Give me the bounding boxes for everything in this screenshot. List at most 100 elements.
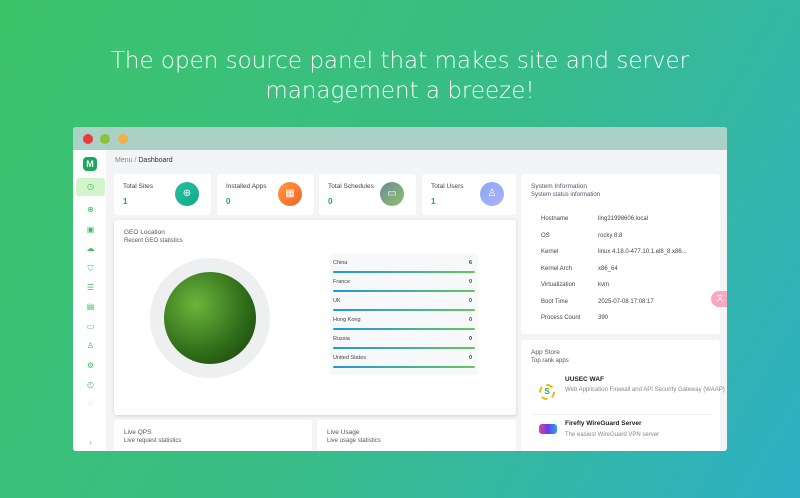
country-name: United States xyxy=(333,355,367,361)
app-name: UUSEC WAF xyxy=(565,376,604,383)
translate-icon[interactable]: 文 xyxy=(711,291,727,307)
stat-value: 1 xyxy=(431,197,436,206)
live-usage-title: Live Usage xyxy=(327,429,360,436)
cloud-icon[interactable]: ☁ xyxy=(86,244,95,254)
live-usage-subtitle: Live usage statistics xyxy=(327,438,381,444)
calendar-icon: ▭ xyxy=(380,182,404,206)
sysinfo-subtitle: System status information xyxy=(531,192,601,198)
sysinfo-value: linux 4.18.0-477.10.1.el8_8.x86... xyxy=(598,249,687,255)
sysinfo-value: rocky 8.8 xyxy=(598,232,623,239)
country-count: 0 xyxy=(468,336,472,342)
app-window: M ◷ ⊕ ▣ ☁ ⛉ ☰ ▤ ▭ ♙ ⚙ ◴ ◌ › Menu / Dashboard GEO Lo… xyxy=(73,127,727,451)
live-usage-card: Live Usage Live usage statistics xyxy=(317,420,516,451)
sysinfo-value: 390 xyxy=(598,315,609,321)
country-row: China 6 xyxy=(333,260,475,273)
country-name: France xyxy=(333,279,351,285)
country-row: United States 0 xyxy=(333,355,475,368)
shield-icon[interactable]: ⛉ xyxy=(87,263,94,273)
breadcrumb-separator: / xyxy=(134,157,137,164)
country-list: China 6 France 0 UK 0 Hong Kong 0 Russia 0 United … xyxy=(330,254,478,375)
country-bar xyxy=(333,290,475,292)
sysinfo-key: Virtualization xyxy=(541,282,576,288)
terminal-icon[interactable]: ▭ xyxy=(86,321,95,331)
sysinfo-key: Boot Time xyxy=(541,298,569,305)
app-store-card: App Store Top rank apps S UUSEC WAF Web … xyxy=(521,340,725,451)
stat-card[interactable]: Installed Apps 0 ▦ xyxy=(217,174,314,215)
breadcrumb-current: Dashboard xyxy=(138,157,173,164)
live-qps-title: Live QPS xyxy=(124,429,152,436)
country-row: France 0 xyxy=(333,279,475,292)
stat-card[interactable]: Total Sites 1 ⊕ xyxy=(114,174,211,215)
waf-logo-icon: S xyxy=(539,384,555,400)
logo: M xyxy=(83,157,97,171)
sysinfo-value: kvm xyxy=(598,282,609,288)
firefly-logo-icon xyxy=(539,424,557,434)
sysinfo-key: Kernel Arch xyxy=(541,265,573,272)
headline-line2: management a breeze! xyxy=(265,78,535,104)
live-qps-card: Live QPS Live request statistics xyxy=(114,420,312,451)
appstore-title: App Store xyxy=(531,349,560,356)
country-bar xyxy=(333,309,475,311)
country-name: UK xyxy=(333,298,341,304)
stat-label: Total Schedules xyxy=(328,183,374,190)
globe xyxy=(150,258,270,378)
country-bar xyxy=(333,366,475,368)
user-icon: ♙ xyxy=(480,182,504,206)
country-bar xyxy=(333,271,475,273)
geo-subtitle: Recent GEO statistics xyxy=(124,238,183,244)
country-row: Russia 0 xyxy=(333,336,475,349)
appstore-subtitle: Top rank apps xyxy=(531,358,569,364)
stat-card[interactable]: Total Users 1 ♙ xyxy=(422,174,516,215)
stat-value: 0 xyxy=(328,197,333,206)
stat-value: 1 xyxy=(123,197,128,206)
country-bar xyxy=(333,347,475,349)
country-count: 0 xyxy=(468,279,472,285)
stat-label: Total Sites xyxy=(123,183,153,190)
stat-card[interactable]: Total Schedules 0 ▭ xyxy=(319,174,416,215)
country-name: Hong Kong xyxy=(333,317,361,323)
live-qps-subtitle: Live request statistics xyxy=(124,438,182,444)
geo-title: GEO Location xyxy=(124,229,165,236)
sysinfo-key: Kernel xyxy=(541,249,559,255)
maximize-dot[interactable] xyxy=(118,134,128,144)
globe-icon[interactable]: ⊕ xyxy=(87,205,94,215)
country-name: China xyxy=(333,260,348,266)
file-icon[interactable]: ▤ xyxy=(86,302,95,312)
breadcrumb: Menu / Dashboard xyxy=(115,157,173,164)
country-name: Russia xyxy=(333,336,350,342)
geo-card: GEO Location Recent GEO statistics China… xyxy=(114,220,516,415)
dashboard-icon[interactable]: ◷ xyxy=(76,178,105,196)
country-count: 0 xyxy=(468,355,472,361)
user-icon[interactable]: ♙ xyxy=(86,341,95,351)
sysinfo-value: x86_64 xyxy=(598,265,618,272)
stat-label: Total Users xyxy=(431,183,464,190)
country-row: Hong Kong 0 xyxy=(333,317,475,330)
sysinfo-key: Hostname xyxy=(541,216,569,222)
apps-icon: ▦ xyxy=(278,182,302,206)
country-count: 6 xyxy=(468,260,472,266)
database-icon[interactable]: ☰ xyxy=(86,283,95,292)
divider xyxy=(533,414,712,415)
logout-icon[interactable]: ◌ xyxy=(88,399,93,409)
sysinfo-key: Process Count xyxy=(541,315,581,321)
close-dot[interactable] xyxy=(83,134,93,144)
headline-line1: The open source panel that makes site an… xyxy=(110,48,690,74)
headline: The open source panel that makes site an… xyxy=(0,46,800,106)
system-info-card: System Information System status informa… xyxy=(521,174,720,334)
title-bar xyxy=(73,127,727,150)
app-name: Firefly WireGuard Server xyxy=(565,420,642,427)
country-row: UK 0 xyxy=(333,298,475,311)
minimize-dot[interactable] xyxy=(100,134,110,144)
clock-icon[interactable]: ◴ xyxy=(87,380,94,389)
globe-icon: ⊕ xyxy=(175,182,199,206)
sysinfo-title: System Information xyxy=(531,183,587,190)
stat-label: Installed Apps xyxy=(226,183,267,190)
collapse-chevron-icon[interactable]: › xyxy=(89,438,92,447)
store-icon[interactable]: ▣ xyxy=(86,224,95,234)
gear-icon[interactable]: ⚙ xyxy=(86,360,95,370)
app-desc: The easiest WireGuard VPN server xyxy=(565,432,660,438)
country-count: 0 xyxy=(468,298,472,304)
country-bar xyxy=(333,328,475,330)
sidebar: M ◷ ⊕ ▣ ☁ ⛉ ☰ ▤ ▭ ♙ ⚙ ◴ ◌ › xyxy=(73,150,106,451)
breadcrumb-root[interactable]: Menu xyxy=(115,157,133,164)
